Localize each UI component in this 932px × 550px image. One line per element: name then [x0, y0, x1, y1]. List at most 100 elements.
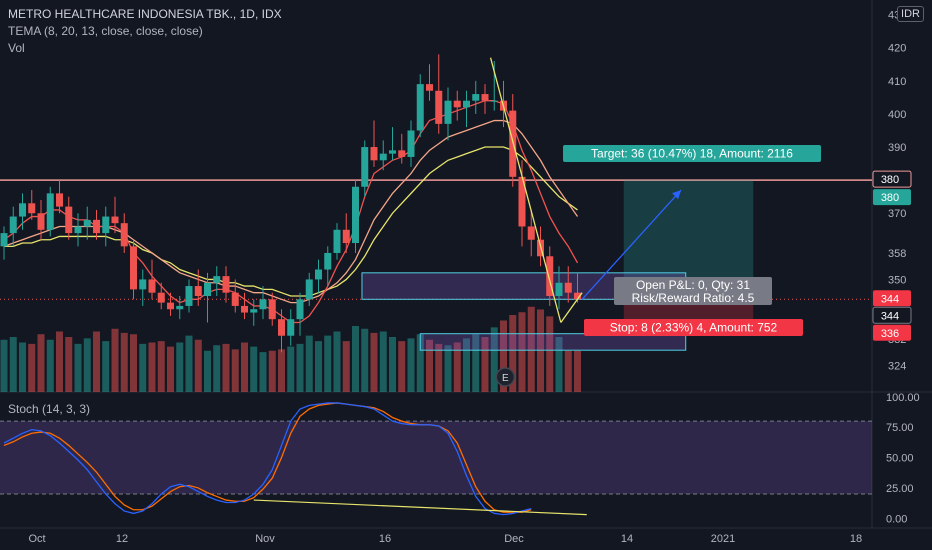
candle-body	[83, 219, 91, 227]
volume-bar	[463, 338, 470, 392]
volume-bar	[28, 343, 36, 392]
trend-line-up	[560, 292, 583, 323]
stoch-d-line	[3, 402, 532, 513]
stop-label-bg	[584, 319, 803, 336]
candle-body	[213, 276, 221, 283]
price-tick-label: 420	[888, 43, 906, 55]
candle-body	[74, 226, 82, 234]
volume-bar	[444, 345, 452, 392]
price-axis-label-text: 336	[881, 328, 899, 340]
volume-bar	[259, 352, 267, 392]
price-axis-label: 380	[872, 170, 912, 188]
volume-bar	[102, 341, 110, 392]
candle-body	[46, 193, 54, 230]
time-tick-label: Oct	[28, 533, 45, 545]
candle-body	[555, 282, 563, 296]
candle-body	[250, 309, 258, 313]
volume-bar	[268, 350, 276, 392]
candle-body	[407, 130, 415, 157]
candle-body	[518, 176, 526, 227]
projection-arrow-head	[672, 190, 682, 200]
time-tick-label: 2021	[711, 533, 735, 545]
volume-bar	[555, 337, 563, 392]
candle-body	[398, 150, 406, 157]
candle-body	[259, 299, 267, 310]
volume-bar	[19, 342, 26, 392]
candle-body	[564, 282, 572, 293]
candle-body	[463, 100, 470, 108]
volume-bar	[93, 331, 100, 392]
target-label-text: Target: 36 (10.47%) 18, Amount: 2116	[591, 147, 793, 161]
candle-body	[120, 223, 128, 247]
volume-bar	[37, 334, 45, 392]
volume-bar	[490, 327, 498, 392]
currency-badge[interactable]: IDR	[897, 6, 924, 22]
candle-body	[65, 206, 73, 234]
candle-body	[333, 229, 341, 253]
price-axis-label-bg	[873, 290, 911, 307]
candle-body	[28, 203, 36, 214]
candle-body	[102, 216, 110, 234]
volume-bar	[167, 346, 174, 392]
time-tick-label: 14	[621, 533, 633, 545]
volume-bar	[500, 320, 507, 392]
pnl-text: Open P&L: 0, Qty: 31	[636, 278, 750, 292]
volume-bar	[0, 339, 8, 392]
volume-bar	[435, 343, 443, 392]
candle-body	[93, 219, 100, 234]
time-tick-label: Nov	[255, 533, 275, 545]
candle-body	[527, 226, 535, 240]
candle-body	[176, 305, 184, 310]
volume-bar	[65, 337, 73, 392]
price-tick-label: 400	[888, 109, 906, 121]
price-tick-label: 358	[888, 248, 906, 260]
time-tick-label: 18	[850, 533, 862, 545]
candle-body	[37, 213, 45, 230]
candle-body	[574, 292, 581, 300]
candle-body	[241, 305, 248, 313]
volume-bar	[324, 335, 332, 392]
volume-bar	[527, 306, 535, 392]
volume-bar	[185, 335, 193, 392]
volume-bar	[518, 312, 526, 392]
price-tick-label: 324	[888, 361, 906, 373]
price-axis-label: 344	[873, 290, 911, 307]
volume-bar	[74, 343, 82, 392]
candle-body	[472, 94, 480, 101]
candle-body	[453, 100, 461, 108]
candle-body	[481, 94, 489, 101]
candle-body	[342, 229, 350, 244]
candle-body	[167, 302, 174, 310]
volume-bar	[157, 341, 165, 392]
stop-label: Stop: 8 (2.33%) 4, Amount: 752	[584, 319, 803, 336]
volume-zone-box	[419, 333, 687, 351]
volume-bar	[250, 346, 258, 392]
candle-body	[222, 276, 230, 293]
volume-bar	[120, 332, 128, 392]
volume-bar	[389, 337, 396, 392]
volume-bar	[9, 337, 17, 392]
stoch-tick-label: 25.00	[886, 483, 914, 495]
target-label-bg	[563, 145, 821, 162]
price-axis-label-text: 344	[881, 310, 899, 322]
candle-body	[148, 279, 156, 293]
trend-line-down	[489, 57, 562, 323]
volume-bar	[204, 350, 211, 392]
candle-body	[268, 299, 276, 320]
candle-body	[426, 84, 433, 91]
candle-body	[361, 147, 369, 187]
volume-bar	[83, 338, 91, 392]
volume-bar	[213, 345, 221, 392]
price-axis-label-bg	[872, 170, 912, 188]
stoch-tick-label: 75.00	[886, 422, 914, 434]
earnings-marker: E	[495, 367, 516, 387]
volume-bar	[139, 343, 147, 392]
risk-reward-text: Risk/Reward Ratio: 4.5	[632, 291, 755, 305]
volume-bar	[472, 334, 480, 392]
volume-bar	[416, 334, 424, 392]
price-axis-label: 344	[872, 306, 912, 324]
volume-bar	[342, 341, 350, 392]
candle-body	[352, 186, 359, 244]
volume-bar	[537, 309, 544, 392]
